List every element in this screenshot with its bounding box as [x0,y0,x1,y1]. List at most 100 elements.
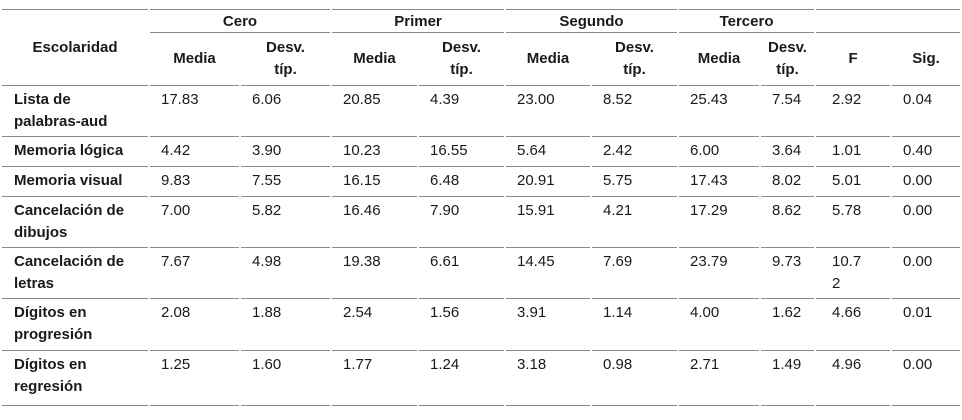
col-header-media-tercero: Media [679,33,760,86]
cell: 6.00 [679,137,760,167]
cell: 7.55 [241,167,330,197]
row-label: Dígitos en regresión [2,351,148,406]
cell: 9.73 [761,248,815,299]
cell: 19.38 [332,248,417,299]
group-header-tercero: Tercero [679,9,815,33]
cell: 3.91 [506,299,590,351]
desv-label: Desv. típ. [615,39,654,78]
schooling-statistics-table: Escolaridad Cero Primer Segundo Tercero … [0,9,962,406]
cell: 4.98 [241,248,330,299]
row-label: Cancelación de dibujos [2,197,148,248]
cell: 3.90 [241,137,330,167]
table-row-cancelacion-de-dibujos: Cancelación de dibujos 7.00 5.82 16.46 7… [2,197,961,248]
table-row-lista-de-palabras-aud: Lista de palabras-aud 17.83 6.06 20.85 4… [2,86,961,137]
cell: 17.43 [679,167,760,197]
cell: 4.42 [150,137,239,167]
col-header-sig: Sig. [892,33,961,86]
cell: 7.67 [150,248,239,299]
cell: 15.91 [506,197,590,248]
cell: 7.69 [592,248,678,299]
cell: 1.25 [150,351,239,406]
cell-sig: 0.00 [892,167,961,197]
cell-sig: 0.00 [892,248,961,299]
desv-label: Desv. típ. [266,39,305,78]
cell: 4.39 [419,86,504,137]
cell: 7.90 [419,197,504,248]
cell: 20.85 [332,86,417,137]
cell: 1.88 [241,299,330,351]
cell-sig: 0.01 [892,299,961,351]
cell: 1.56 [419,299,504,351]
cell: 6.06 [241,86,330,137]
cell: 14.45 [506,248,590,299]
cell: 1.77 [332,351,417,406]
cell: 3.18 [506,351,590,406]
cell: 4.21 [592,197,678,248]
group-header-primer: Primer [332,9,504,33]
table-row-cancelacion-de-letras: Cancelación de letras 7.67 4.98 19.38 6.… [2,248,961,299]
cell: 9.83 [150,167,239,197]
row-label: Lista de palabras-aud [2,86,148,137]
cell: 6.48 [419,167,504,197]
cell-f: 2.92 [816,86,891,137]
col-header-desv-primer: Desv. típ. [419,33,504,86]
cell: 2.54 [332,299,417,351]
cell: 23.00 [506,86,590,137]
cell: 2.42 [592,137,678,167]
col-header-desv-segundo: Desv. típ. [592,33,678,86]
cell: 7.54 [761,86,815,137]
cell: 10.23 [332,137,417,167]
cell: 25.43 [679,86,760,137]
col-header-media-primer: Media [332,33,417,86]
col-header-media-segundo: Media [506,33,590,86]
cell: 16.46 [332,197,417,248]
table-row-memoria-visual: Memoria visual 9.83 7.55 16.15 6.48 20.9… [2,167,961,197]
cell: 6.61 [419,248,504,299]
sub-header-row: Media Desv. típ. Media Desv. típ. Media … [2,33,961,86]
cell-f: 10.72 [816,248,891,299]
cell: 1.62 [761,299,815,351]
cell: 17.29 [679,197,760,248]
cell-f: 4.66 [816,299,891,351]
cell: 5.64 [506,137,590,167]
cell: 0.98 [592,351,678,406]
table-row-digitos-en-regresion: Dígitos en regresión 1.25 1.60 1.77 1.24… [2,351,961,406]
col-header-media-cero: Media [150,33,239,86]
desv-label: Desv. típ. [768,39,807,78]
group-header-empty [816,9,961,33]
row-header-escolaridad: Escolaridad [2,9,148,86]
col-header-desv-cero: Desv. típ. [241,33,330,86]
row-label: Cancelación de letras [2,248,148,299]
cell: 2.71 [679,351,760,406]
cell-sig: 0.40 [892,137,961,167]
row-label: Memoria lógica [2,137,148,167]
cell: 1.60 [241,351,330,406]
cell-sig: 0.00 [892,197,961,248]
row-label: Memoria visual [2,167,148,197]
cell-f: 5.01 [816,167,891,197]
cell: 4.00 [679,299,760,351]
cell: 16.55 [419,137,504,167]
cell-f: 1.01 [816,137,891,167]
cell: 8.52 [592,86,678,137]
cell-sig: 0.00 [892,351,961,406]
cell-f: 4.96 [816,351,891,406]
cell: 16.15 [332,167,417,197]
col-header-desv-tercero: Desv. típ. [761,33,815,86]
desv-label: Desv. típ. [442,39,481,78]
cell: 5.75 [592,167,678,197]
cell: 17.83 [150,86,239,137]
table-header: Escolaridad Cero Primer Segundo Tercero … [2,9,961,86]
col-header-f: F [816,33,891,86]
cell: 2.08 [150,299,239,351]
cell-sig: 0.04 [892,86,961,137]
cell: 23.79 [679,248,760,299]
cell: 8.02 [761,167,815,197]
table-row-digitos-en-progresion: Dígitos en progresión 2.08 1.88 2.54 1.5… [2,299,961,351]
cell: 5.82 [241,197,330,248]
cell: 8.62 [761,197,815,248]
cell: 3.64 [761,137,815,167]
cell-f: 5.78 [816,197,891,248]
table-row-memoria-logica: Memoria lógica 4.42 3.90 10.23 16.55 5.6… [2,137,961,167]
group-header-cero: Cero [150,9,330,33]
